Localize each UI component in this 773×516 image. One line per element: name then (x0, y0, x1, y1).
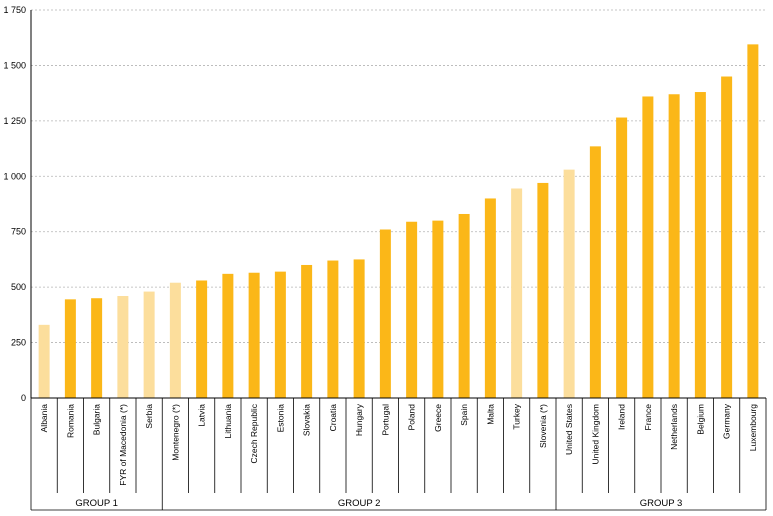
x-tick-label: Croatia (328, 404, 338, 432)
x-tick-label: Poland (407, 404, 417, 431)
x-tick-label: Spain (459, 404, 469, 426)
group-label: GROUP 1 (75, 498, 118, 509)
y-tick-label: 500 (11, 282, 26, 292)
bar (616, 117, 628, 398)
x-tick-label: Germany (722, 403, 732, 439)
bar (406, 221, 418, 398)
x-tick-label: Portugal (380, 404, 390, 436)
bar (248, 272, 260, 398)
bar (117, 296, 129, 398)
bar (301, 264, 313, 398)
bar (484, 198, 496, 398)
x-tick-label: Malta (485, 404, 495, 425)
x-tick-label: Turkey (512, 403, 522, 429)
x-tick-label: United Kingdom (590, 404, 600, 464)
bar (694, 92, 706, 398)
bars (38, 44, 759, 399)
x-tick-label: France (643, 404, 653, 431)
y-tick-label: 1 250 (3, 116, 26, 126)
x-tick-label: Czech Republic (249, 403, 259, 463)
x-tick-label: Greece (433, 404, 443, 432)
bar (537, 182, 549, 398)
x-tick-label: Belgium (695, 404, 705, 435)
bar (169, 282, 181, 398)
y-tick-label: 0 (21, 393, 26, 403)
gridlines (31, 9, 766, 343)
x-tick-label: Romania (65, 404, 75, 438)
bar (589, 146, 601, 398)
x-tick-label: Ireland (617, 404, 627, 430)
bar (642, 96, 654, 399)
x-tick-label: FYR of Macedonia (*) (118, 404, 128, 486)
y-tick-label: 250 (11, 338, 26, 348)
x-tick-label: Lithuania (223, 404, 233, 439)
bar (353, 259, 365, 398)
bar (91, 298, 103, 398)
x-tick-label: Bulgaria (92, 404, 102, 435)
x-tick-label: Latvia (197, 404, 207, 427)
bar (64, 299, 76, 398)
bar (196, 280, 208, 398)
x-axis-tick-labels: Albania Romania Bulgaria FYR of Macedonia (… (39, 403, 758, 485)
y-tick-label: 1 500 (3, 60, 26, 70)
bar (721, 76, 733, 398)
bar (222, 273, 234, 398)
bar (274, 271, 286, 398)
axes (30, 10, 766, 399)
x-tick-label: Hungary (354, 403, 364, 436)
x-tick-label: Albania (39, 404, 49, 433)
x-tick-label: Netherlands (669, 404, 679, 450)
bar (143, 291, 155, 398)
bar (432, 220, 444, 398)
x-tick-label: Montenegro (*) (170, 404, 180, 461)
x-tick-label: Luxembourg (748, 404, 758, 452)
bar (747, 44, 759, 398)
group-brackets: GROUP 1 GROUP 2 GROUP 3 (30, 398, 767, 511)
bar (668, 94, 680, 398)
y-tick-label: 750 (11, 227, 26, 237)
group-label: GROUP 2 (338, 498, 381, 509)
y-axis-tick-labels: 0 250 500 750 1 000 1 250 1 500 1 750 (3, 5, 26, 403)
x-tick-label: United States (564, 404, 574, 455)
group-label: GROUP 3 (640, 498, 683, 509)
x-tick-label: Slovenia (*) (538, 404, 548, 448)
bar (327, 260, 339, 398)
bar (379, 229, 391, 398)
y-tick-label: 1 750 (3, 5, 26, 15)
bar (458, 213, 470, 398)
y-tick-label: 1 000 (3, 171, 26, 181)
bar (38, 324, 50, 398)
x-tick-label: Estonia (275, 404, 285, 433)
bar (511, 188, 523, 398)
x-tick-label: Serbia (144, 404, 154, 429)
bar (563, 169, 575, 398)
x-tick-label: Slovakia (302, 404, 312, 436)
